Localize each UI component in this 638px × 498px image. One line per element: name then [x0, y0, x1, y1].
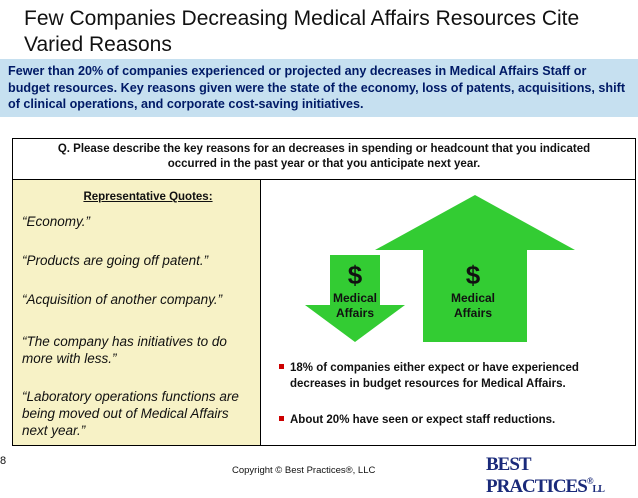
- quotes-panel: [13, 180, 261, 445]
- up-arrow-label-line2: Affairs: [453, 306, 492, 320]
- bullet-staff-text: About 20% have seen or expect staff redu…: [290, 414, 556, 426]
- bullet-staff: About 20% have seen or expect staff redu…: [279, 412, 630, 428]
- up-arrow-icon: [375, 195, 575, 342]
- quote-patent: “Products are going off patent.”: [22, 253, 209, 268]
- bullet-budget: 18% of companies either expect or have e…: [279, 360, 630, 392]
- slide-title: Few Companies Decreasing Medical Affairs…: [24, 7, 580, 56]
- bullet-budget-text: 18% of companies either expect or have e…: [290, 362, 579, 390]
- quote-acquisition: “Acquisition of another company.”: [22, 292, 223, 307]
- content-frame: [12, 138, 636, 446]
- down-arrow-label-line2: Affairs: [335, 306, 374, 320]
- best-practices-logo: BEST PRACTICES®LL: [486, 454, 638, 498]
- arrows-graphic: [305, 195, 575, 342]
- quote-economy: “Economy.”: [22, 214, 91, 229]
- quotes-heading: Representative Quotes:: [83, 191, 213, 203]
- copyright-text: Copyright © Best Practices®, LLC: [232, 465, 376, 476]
- logo-text: BEST PRACTICES: [486, 454, 588, 497]
- up-arrow-label-line1: Medical: [450, 291, 495, 305]
- bullet-square-icon: [279, 364, 284, 369]
- summary-banner: [0, 59, 638, 117]
- summary-text: Fewer than 20% of companies experienced …: [8, 64, 626, 111]
- down-arrow-dollar: $: [347, 260, 363, 290]
- survey-question: Q. Please describe the key reasons for a…: [12, 139, 636, 180]
- quote-initiatives: “The company has initiatives to do more …: [22, 334, 227, 366]
- bullet-square-icon: [279, 416, 284, 421]
- up-arrow-dollar: $: [465, 260, 481, 290]
- down-arrow-icon: [305, 255, 405, 342]
- quote-laboratory: “Laboratory operations functions are bei…: [22, 389, 239, 438]
- logo-suffix: LL: [592, 484, 605, 495]
- slide-number: 8: [0, 455, 7, 467]
- down-arrow-label-line1: Medical: [332, 291, 377, 305]
